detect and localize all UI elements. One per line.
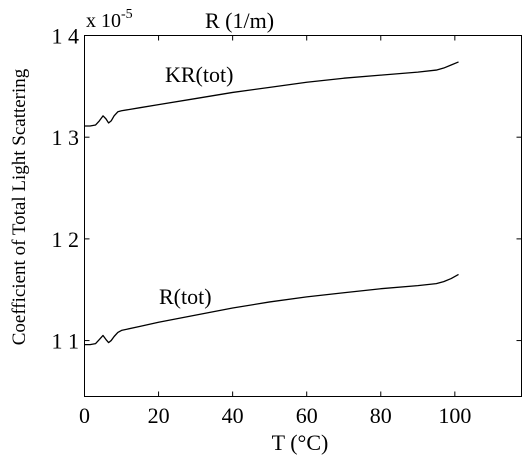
x-axis-label: T (°C) bbox=[272, 430, 329, 455]
y-axis-ticks: 1 1 1 2 1 3 1 4 bbox=[52, 24, 522, 354]
series-lines bbox=[84, 61, 459, 346]
x-tick-label: 60 bbox=[296, 403, 318, 428]
x-tick-label: 0 bbox=[79, 403, 90, 428]
chart-title: R (1/m) bbox=[205, 8, 274, 33]
y-tick-label: 1 3 bbox=[52, 125, 80, 150]
y-tick-label: 1 4 bbox=[52, 24, 80, 49]
y-axis-label: Coefficient of Total Light Scattering bbox=[9, 68, 30, 345]
y-tick-label: 1 1 bbox=[52, 329, 80, 354]
x-tick-label: 40 bbox=[222, 403, 244, 428]
chart-multiplier-base: x 10 bbox=[86, 10, 121, 32]
y-tick-label: 1 2 bbox=[52, 227, 80, 252]
x-tick-label: 80 bbox=[370, 403, 392, 428]
x-tick-label: 100 bbox=[438, 403, 471, 428]
chart-multiplier: x 10-5 bbox=[86, 7, 133, 32]
series-label-kr-tot: KR(tot) bbox=[165, 62, 233, 87]
series-line-kr-tot bbox=[84, 61, 459, 127]
series-line-r-tot bbox=[84, 273, 459, 346]
series-label-r-tot: R(tot) bbox=[159, 284, 212, 309]
plot-frame bbox=[84, 35, 522, 397]
chart-multiplier-exponent: -5 bbox=[121, 7, 133, 22]
x-tick-label: 20 bbox=[148, 403, 170, 428]
x-axis-ticks: 0 20 40 60 80 100 bbox=[79, 35, 471, 428]
